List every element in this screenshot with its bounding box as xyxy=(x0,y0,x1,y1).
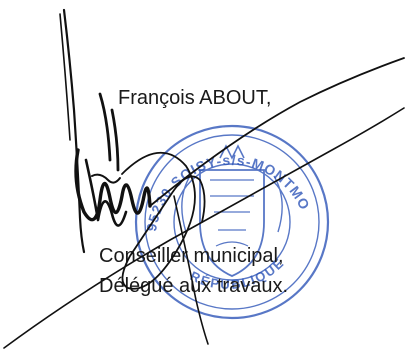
signatory-title-line1: Conseiller municipal, xyxy=(99,245,284,267)
signatory-name: François ABOUT, xyxy=(118,87,272,109)
